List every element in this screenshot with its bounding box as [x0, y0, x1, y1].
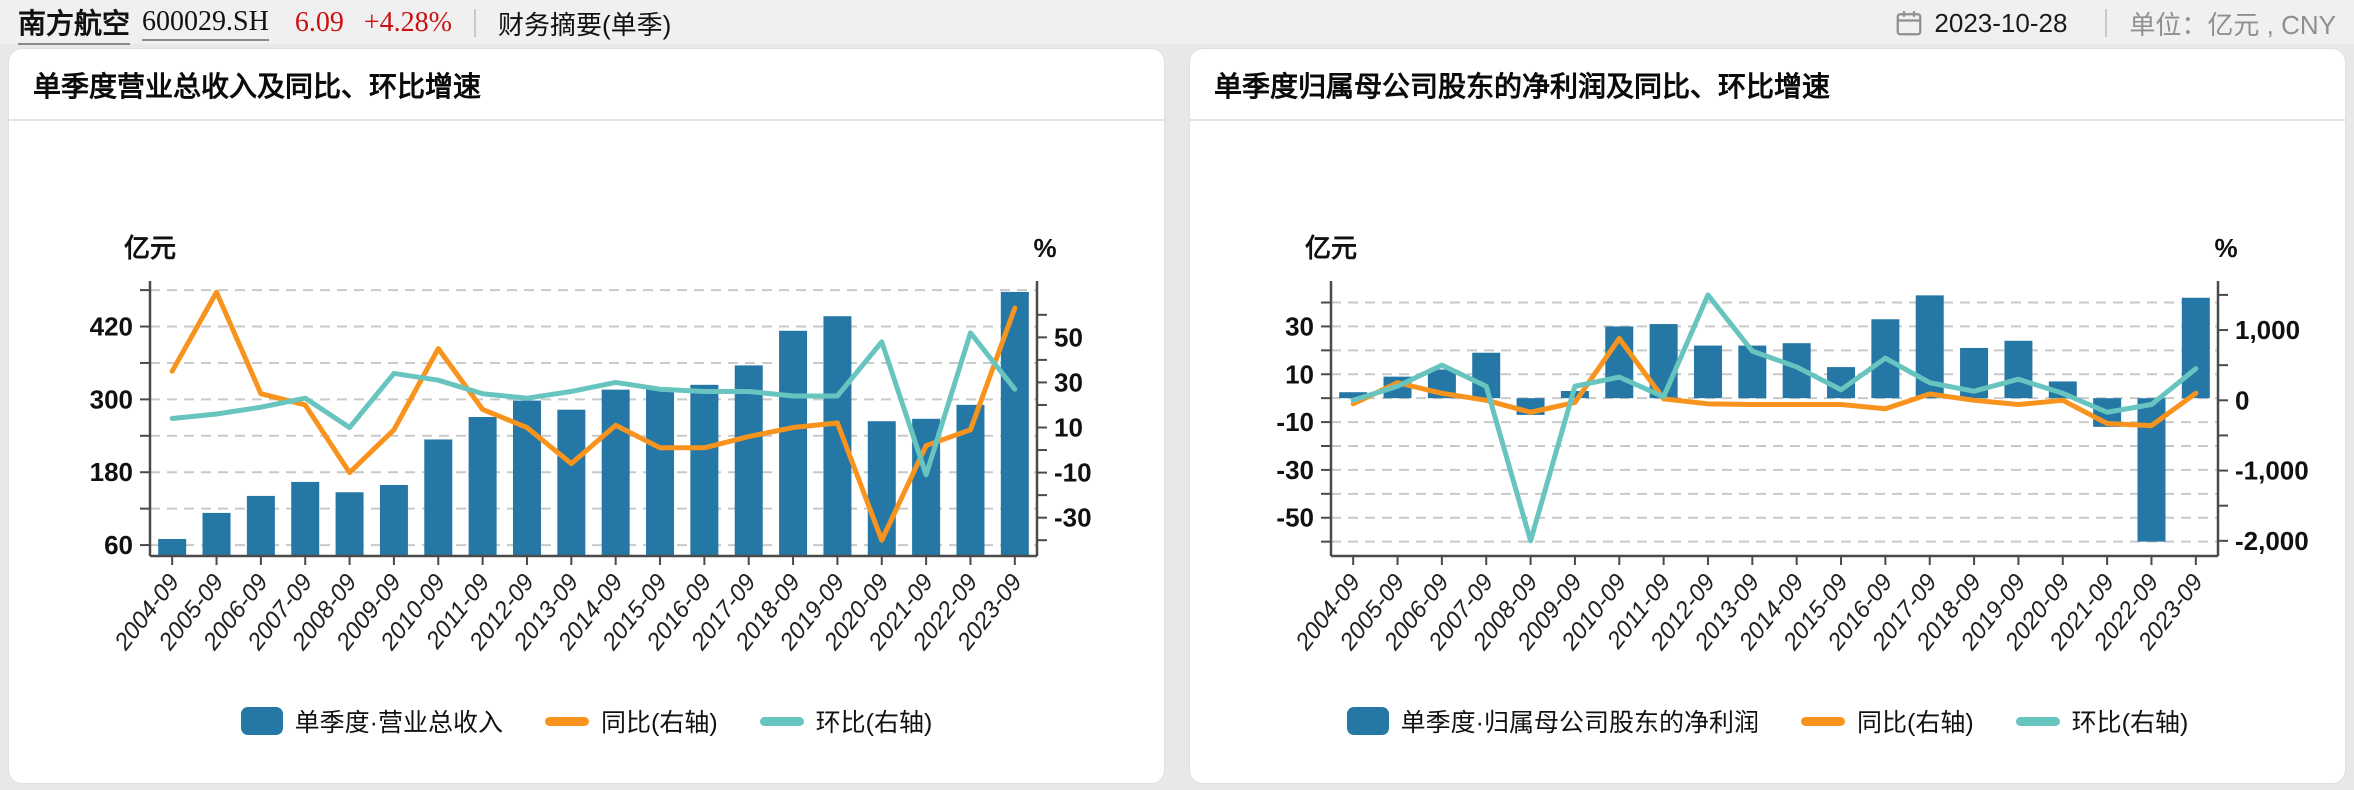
yoy-line-swatch	[1801, 716, 1845, 726]
header-divider-2	[2105, 9, 2108, 37]
net-profit-chart-area: 30 10 -10 -30 -50 1,000 0 -1,000 -2,000 亿元% 2004-0…	[1190, 123, 2345, 701]
legend-label: 单季度·营业总收入	[294, 709, 503, 737]
unit-label: 单位：	[2129, 9, 2208, 40]
svg-text:50: 50	[1054, 322, 1083, 352]
legend-label: 同比(右轴)	[1857, 709, 1974, 737]
stock-change-percent: +4.28%	[363, 7, 452, 38]
svg-text:-50: -50	[1276, 503, 1314, 533]
svg-text:-10: -10	[1054, 458, 1092, 488]
svg-text:420: 420	[90, 312, 133, 342]
legend-item-qoq[interactable]: 环比(右轴)	[2015, 703, 2189, 739]
bar-swatch	[240, 707, 283, 735]
line-series-1	[169, 330, 1018, 478]
svg-text:-10: -10	[1276, 407, 1314, 437]
net-profit-card: 单季度归属母公司股东的净利润及同比、环比增速 30 10 -10 -30 -50 1,00…	[1189, 48, 2346, 784]
revenue-chart-area: 60 180 300 420 50 30 10 -10 -30 亿元% 2004-09 2005-09…	[9, 123, 1164, 701]
qoq-line-swatch	[759, 716, 804, 726]
net-profit-chart-title: 单季度归属母公司股东的净利润及同比、环比增速	[1190, 49, 2345, 121]
revenue-card: 单季度营业总收入及同比、环比增速 60 180 300 420 50 30 10 -10 -30…	[8, 48, 1165, 784]
line-series-1	[1350, 292, 2199, 544]
svg-text:1,000: 1,000	[2235, 315, 2300, 345]
qoq-line-swatch	[2015, 716, 2060, 726]
line-series-0	[169, 289, 1018, 543]
svg-text:-30: -30	[1276, 455, 1314, 485]
gridlines	[150, 289, 1037, 547]
legend-item-revenue-bar[interactable]: 单季度·营业总收入	[240, 703, 503, 739]
svg-text:-2,000: -2,000	[2235, 526, 2309, 556]
report-section-label: 财务摘要(单季)	[497, 9, 672, 40]
legend-item-yoy[interactable]: 同比(右轴)	[545, 703, 718, 739]
line-series-0	[1350, 335, 2199, 429]
legend-label: 环比(右轴)	[815, 709, 933, 737]
stock-name: 南方航空	[18, 2, 131, 45]
top-header: 南方航空 600029.SH 6.09 +4.28% 财务摘要(单季) 2023…	[0, 0, 2354, 45]
svg-text:10: 10	[1285, 359, 1314, 389]
header-divider	[473, 9, 476, 37]
svg-text:300: 300	[90, 384, 133, 414]
gridlines	[1331, 301, 2218, 543]
legend-label: 环比(右轴)	[2071, 709, 2189, 737]
charts-container: 单季度营业总收入及同比、环比增速 60 180 300 420 50 30 10 -10 -30…	[8, 48, 2346, 784]
svg-text:-1,000: -1,000	[2235, 456, 2309, 486]
revenue-chart-title: 单季度营业总收入及同比、环比增速	[9, 49, 1164, 121]
legend-item-yoy[interactable]: 同比(右轴)	[1801, 703, 1974, 739]
legend-item-profit-bar[interactable]: 单季度·归属母公司股东的净利润	[1346, 703, 1759, 739]
legend-item-qoq[interactable]: 环比(右轴)	[759, 703, 933, 739]
bar-series	[158, 291, 1029, 556]
stock-code: 600029.SH	[142, 6, 269, 41]
svg-text:30: 30	[1054, 367, 1083, 397]
net-profit-chart-legend: 单季度·归属母公司股东的净利润 同比(右轴) 环比(右轴)	[1190, 703, 2345, 739]
report-date[interactable]: 2023-10-28	[1934, 7, 2068, 38]
bar-series	[1339, 295, 2210, 542]
svg-text:-30: -30	[1054, 503, 1092, 533]
svg-text:180: 180	[90, 457, 133, 487]
svg-text:30: 30	[1285, 311, 1314, 341]
svg-text:60: 60	[104, 530, 133, 560]
left-axis-name: 亿元	[1305, 233, 1357, 263]
left-axis-name: 亿元	[124, 233, 176, 263]
bar-swatch	[1346, 707, 1389, 735]
right-axis-name: %	[1033, 233, 1056, 263]
revenue-chart-legend: 单季度·营业总收入 同比(右轴) 环比(右轴)	[9, 703, 1164, 739]
svg-text:0: 0	[2235, 385, 2249, 415]
calendar-icon	[1897, 11, 1922, 36]
header-right-group: 2023-10-28 单位： 亿元 , CNY	[1894, 5, 2336, 42]
svg-text:10: 10	[1054, 413, 1083, 443]
right-axis-name: %	[2214, 233, 2237, 263]
stock-price: 6.09	[294, 7, 344, 38]
legend-label: 同比(右轴)	[601, 709, 718, 737]
legend-label: 单季度·归属母公司股东的净利润	[1400, 709, 1759, 737]
unit-value: 亿元 , CNY	[2207, 9, 2336, 40]
yoy-line-swatch	[545, 716, 589, 726]
